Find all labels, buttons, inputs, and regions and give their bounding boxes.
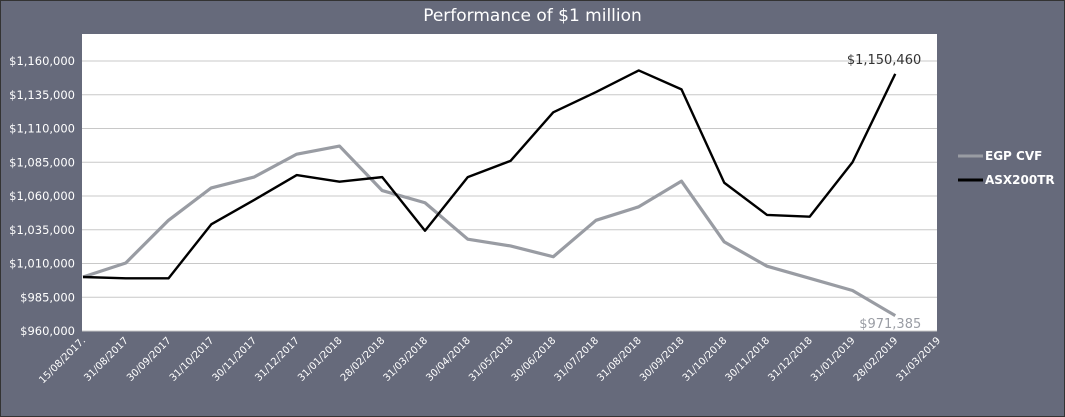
y-tick-label: $1,160,000 <box>9 54 75 68</box>
y-tick-label: $985,000 <box>20 290 75 304</box>
y-tick-label: $1,135,000 <box>9 88 75 102</box>
x-tick-label: 31/08/2017 <box>82 335 131 384</box>
legend-label: EGP CVF <box>985 149 1042 163</box>
y-tick-label: $960,000 <box>20 324 75 338</box>
x-tick-label: 30/09/2017 <box>125 335 174 384</box>
x-tick-label: 31/10/2018 <box>681 335 730 384</box>
end-value-label: $1,150,460 <box>847 53 921 68</box>
x-tick-label: 31/08/2018 <box>595 335 644 384</box>
y-tick-label: $1,010,000 <box>9 257 75 271</box>
plot-area <box>82 34 937 331</box>
y-tick-label: $1,060,000 <box>9 189 75 203</box>
series-line-asx200tr <box>82 69 897 280</box>
x-tick-label: 31/03/2018 <box>382 335 431 384</box>
x-tick-label: 31/01/2018 <box>296 335 345 384</box>
x-tick-label: 28/02/2018 <box>339 335 388 384</box>
end-value-label: $971,385 <box>859 317 921 332</box>
x-tick-label: 30/11/2017 <box>211 335 260 384</box>
x-tick-label: 30/06/2018 <box>510 335 559 384</box>
x-tick-label: 30/09/2018 <box>638 335 687 384</box>
chart-title: Performance of $1 million <box>423 6 642 26</box>
x-tick-label: 31/01/2019 <box>809 335 858 384</box>
x-tick-label: 30/04/2018 <box>424 335 473 384</box>
x-tick-label: 31/10/2017 <box>168 335 217 384</box>
x-tick-label: 31/12/2017 <box>253 335 302 384</box>
x-tick-label: 31/05/2018 <box>467 335 516 384</box>
x-tick-label: 15/08/2017. <box>37 335 88 386</box>
x-tick-label: 28/02/2019 <box>852 335 901 384</box>
legend-label: ASX200TR <box>985 173 1055 187</box>
x-tick-label: 31/12/2018 <box>766 335 815 384</box>
x-tick-label: 31/03/2019 <box>895 335 944 384</box>
y-tick-label: $1,085,000 <box>9 155 75 169</box>
y-tick-label: $1,035,000 <box>9 223 75 237</box>
x-tick-label: 30/11/2018 <box>724 335 773 384</box>
series-line-egp-cvf <box>82 144 897 318</box>
y-tick-label: $1,110,000 <box>9 122 75 136</box>
x-tick-label: 31/07/2018 <box>553 335 602 384</box>
